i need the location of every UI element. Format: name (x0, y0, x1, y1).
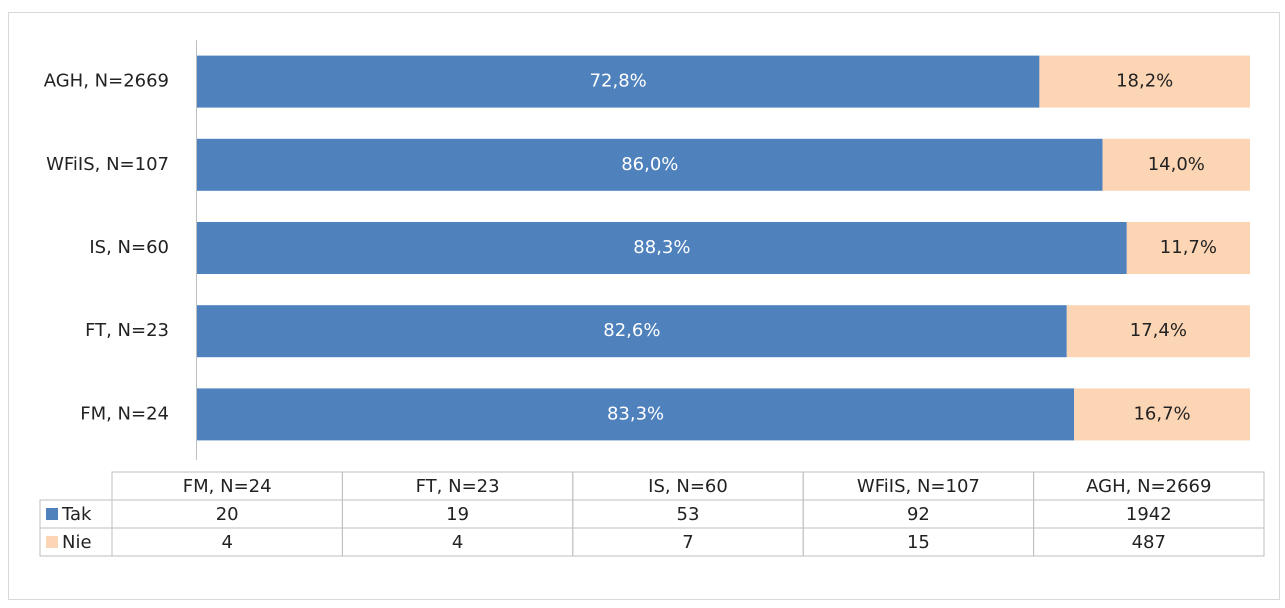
table-value: 487 (1132, 532, 1166, 553)
y-tick-label: AGH, N=2669 (44, 71, 169, 92)
bar-segment (197, 55, 1040, 108)
bar-segment (197, 138, 1103, 191)
table-header: IS, N=60 (648, 476, 728, 497)
table-header: FM, N=24 (183, 476, 272, 497)
bar-segment (1066, 305, 1250, 358)
table-value: 7 (682, 532, 693, 553)
bar-segment (197, 222, 1127, 274)
legend-swatch (46, 508, 58, 520)
data-label: 86,0% (621, 154, 678, 175)
bar-segment (1102, 138, 1250, 191)
bar-segment (1126, 222, 1250, 274)
bar-segment (197, 305, 1067, 358)
y-tick-label: WFiIS, N=107 (46, 154, 169, 175)
data-label: 82,6% (603, 320, 660, 341)
table-value: 20 (216, 504, 239, 525)
data-label: 16,7% (1133, 403, 1190, 424)
legend-swatch (46, 536, 58, 548)
table-header: FT, N=23 (416, 476, 500, 497)
table-value: 15 (907, 532, 930, 553)
bar-segment (1074, 388, 1250, 441)
table-cell (1033, 527, 1265, 557)
y-tick-label: FM, N=24 (80, 403, 169, 424)
data-label: 14,0% (1148, 154, 1205, 175)
data-label: 72,8% (590, 71, 647, 92)
legend-label: Tak (61, 504, 92, 525)
y-tick-label: FT, N=23 (85, 320, 169, 341)
data-label: 11,7% (1160, 237, 1217, 258)
table-value: 53 (677, 504, 700, 525)
y-tick-label: IS, N=60 (89, 237, 169, 258)
table-value: 4 (221, 532, 232, 553)
table-value: 92 (907, 504, 930, 525)
data-label: 17,4% (1130, 320, 1187, 341)
table-header: WFiIS, N=107 (857, 476, 980, 497)
table-value: 4 (452, 532, 463, 553)
chart-frame (8, 12, 1280, 600)
table-value: 1942 (1126, 504, 1172, 525)
table-value: 19 (446, 504, 469, 525)
bar-segment (197, 388, 1075, 441)
table-header: AGH, N=2669 (1086, 476, 1211, 497)
data-label: 88,3% (633, 237, 690, 258)
data-label: 18,2% (1116, 71, 1173, 92)
bar-segment (1039, 55, 1250, 108)
data-label: 83,3% (607, 403, 664, 424)
legend-label: Nie (62, 532, 92, 553)
